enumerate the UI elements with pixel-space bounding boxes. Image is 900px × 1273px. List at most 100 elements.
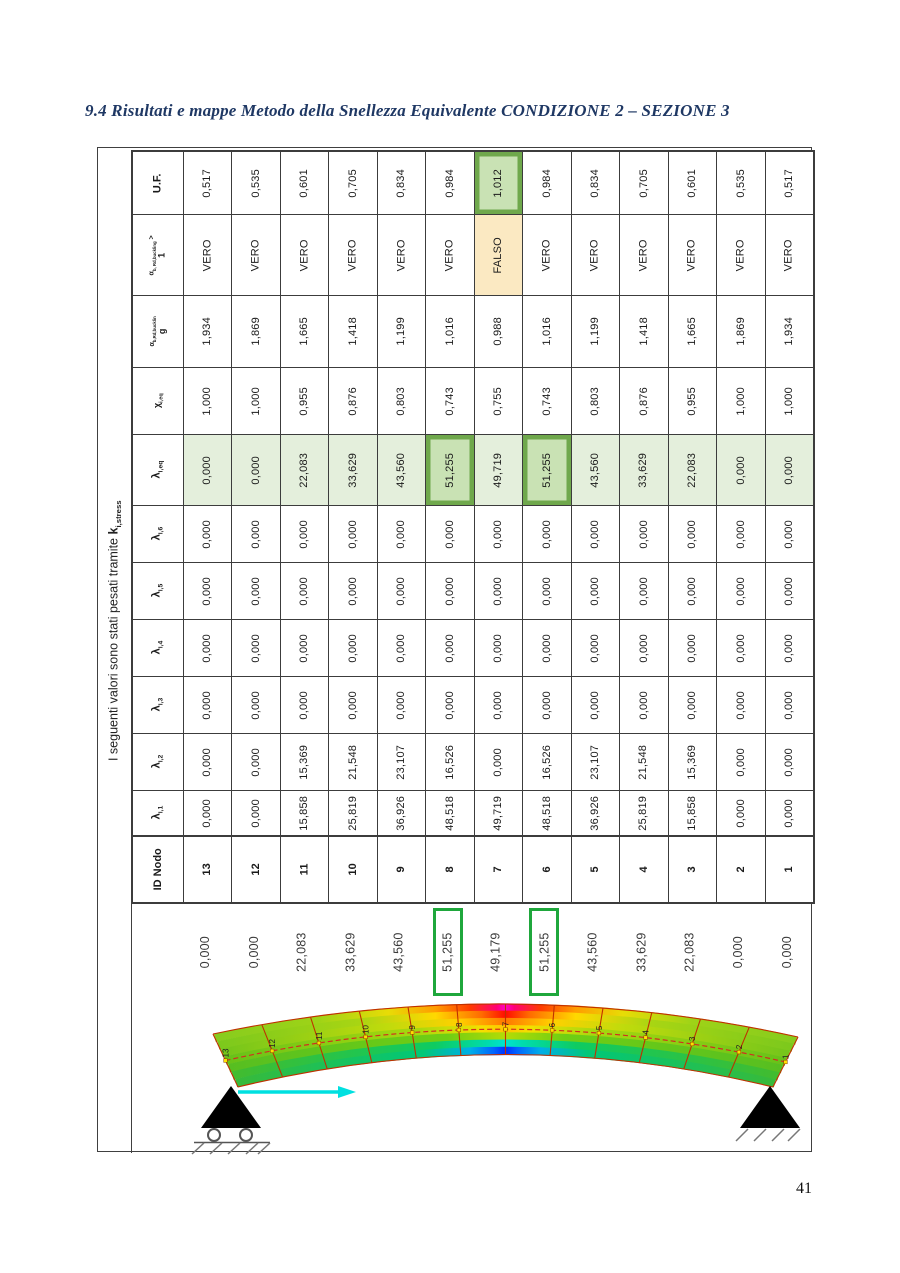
table-cell: 0,000 xyxy=(425,619,474,676)
map-value-label: 33,629 xyxy=(634,932,649,972)
table-cell: 0,000 xyxy=(522,505,571,562)
table-cell: 36,926 xyxy=(570,790,620,835)
table-cell: 0,000 xyxy=(279,562,329,619)
row-header-lambda_i_3: λi,3 xyxy=(133,676,183,733)
table-cell: 33,629 xyxy=(328,434,377,505)
table-cell: 0,000 xyxy=(764,434,813,505)
node-number-labels: 13 12 11 10 9 8 7 6 5 4 3 2 1 xyxy=(222,1021,791,1059)
k-stress-symbol: ki,stress xyxy=(106,500,123,535)
table-cell: 43,560 xyxy=(376,434,426,505)
table-cell: 16,526 xyxy=(425,733,474,790)
table-cell: 0,705 xyxy=(619,152,668,214)
table-cell: 1,000 xyxy=(764,367,813,434)
table-cell: 15,858 xyxy=(667,790,717,835)
table-cell: 0,000 xyxy=(522,562,571,619)
table-cell: 0,984 xyxy=(425,152,474,214)
page-number: 41 xyxy=(796,1180,812,1197)
node-number-label: 12 xyxy=(268,1038,277,1047)
table-cell: VERO xyxy=(328,214,377,295)
row-header-id_nodo: ID Nodo xyxy=(133,835,183,902)
table-cell: 1,665 xyxy=(667,295,717,367)
table-cell: 0,000 xyxy=(231,562,280,619)
map-value-label: 0,000 xyxy=(198,935,213,969)
table-cell: 48,518 xyxy=(522,790,571,835)
table-cell: 22,083 xyxy=(667,434,717,505)
table-cell: 48,518 xyxy=(425,790,474,835)
table-cell: 0,000 xyxy=(231,434,280,505)
table-cell: 0,000 xyxy=(183,434,232,505)
arch-fem-diagram: 13 12 11 10 9 8 7 6 5 4 3 2 1 xyxy=(98,1002,813,1155)
row-header-lambda_i_eq: λi,eq xyxy=(133,434,183,505)
table-cell: 0,000 xyxy=(764,505,813,562)
table-cell: 0,535 xyxy=(231,152,280,214)
table-cell: 49,719 xyxy=(473,790,523,835)
table-cell: 6 xyxy=(522,835,571,902)
node-number-label: 8 xyxy=(455,1022,464,1027)
table-cell: 23,107 xyxy=(376,733,426,790)
max-value-highlight-box: 51,255 xyxy=(529,908,560,996)
table-row-lambda_i_eq: λi,eq 0,000 0,000 22,083 33,629 43,560 51,255 4… xyxy=(133,434,813,505)
node-number-label: 6 xyxy=(548,1022,557,1027)
node-marker xyxy=(550,1028,555,1033)
table-cell: 0,955 xyxy=(667,367,717,434)
node-number-label: 3 xyxy=(688,1036,697,1041)
table-cell: VERO xyxy=(570,214,620,295)
table-cell: 0,000 xyxy=(619,505,668,562)
node-marker xyxy=(456,1027,461,1033)
table-cell: VERO xyxy=(183,214,232,295)
table-cell: 49,719 xyxy=(473,434,523,505)
table-cell: 0,000 xyxy=(716,619,765,676)
table-cell: 0,000 xyxy=(328,505,377,562)
table-cell: 22,083 xyxy=(279,434,329,505)
table-cell: 0,000 xyxy=(619,676,668,733)
map-value-label: 33,629 xyxy=(343,932,358,972)
table-cell: 1,000 xyxy=(183,367,232,434)
table-cell: 0,000 xyxy=(570,562,620,619)
table-cell: 0,000 xyxy=(376,619,426,676)
table-cell: 36,926 xyxy=(376,790,426,835)
node-number-label: 10 xyxy=(362,1024,371,1033)
table-cell: 0,000 xyxy=(667,505,717,562)
max-value-highlight-box: 51,255 xyxy=(432,908,463,996)
table-cell: 0,000 xyxy=(716,434,765,505)
table-cell: 0,000 xyxy=(425,505,474,562)
table-cell: 0,000 xyxy=(716,733,765,790)
table-cell: 0,743 xyxy=(425,367,474,434)
map-value-label: 22,083 xyxy=(682,932,697,972)
table-cell: FALSO xyxy=(473,214,523,295)
table-cell: 0,000 xyxy=(231,676,280,733)
table-cell: 0,000 xyxy=(328,619,377,676)
table-cell: 1,012 xyxy=(473,152,523,214)
map-value-label: 43,560 xyxy=(391,932,406,972)
table-cell: VERO xyxy=(522,214,571,295)
table-cell: 0,984 xyxy=(522,152,571,214)
table-cell: 0,705 xyxy=(328,152,377,214)
row-header-lambda_i_1: λi,1 xyxy=(133,790,183,835)
table-cell: 0,000 xyxy=(522,676,571,733)
table-cell: 0,000 xyxy=(376,505,426,562)
table-cell: 15,369 xyxy=(279,733,329,790)
table-cell: VERO xyxy=(279,214,329,295)
table-cell: 3 xyxy=(667,835,717,902)
table-cell: 10 xyxy=(328,835,377,902)
table-cell: 7 xyxy=(473,835,523,902)
table-cell: 0,000 xyxy=(328,562,377,619)
table-cell: 0,000 xyxy=(231,790,280,835)
table-cell: 51,255 xyxy=(425,434,474,505)
table-cell: 33,629 xyxy=(619,434,668,505)
node-marker xyxy=(503,1027,508,1032)
map-value-label: 22,083 xyxy=(294,932,309,972)
table-cell: 0,876 xyxy=(619,367,668,434)
table-row-lambda_i_2: λi,2 0,000 0,000 15,369 21,548 23,107 16,526 0,… xyxy=(133,733,813,790)
table-cell: 1,016 xyxy=(522,295,571,367)
row-header-lambda_i_2: λi,2 xyxy=(133,733,183,790)
table-cell: 0,803 xyxy=(570,367,620,434)
table-cell: 0,000 xyxy=(667,676,717,733)
table-cell: 1 xyxy=(764,835,813,902)
table-cell: 1,199 xyxy=(570,295,620,367)
table-cell: 0,000 xyxy=(716,676,765,733)
table-cell: 1,016 xyxy=(425,295,474,367)
section-title: 9.4 Risultati e mappe Metodo della Snell… xyxy=(85,101,730,120)
row-header-lambda_i_6: λi,6 xyxy=(133,505,183,562)
table-cell: 11 xyxy=(279,835,329,902)
